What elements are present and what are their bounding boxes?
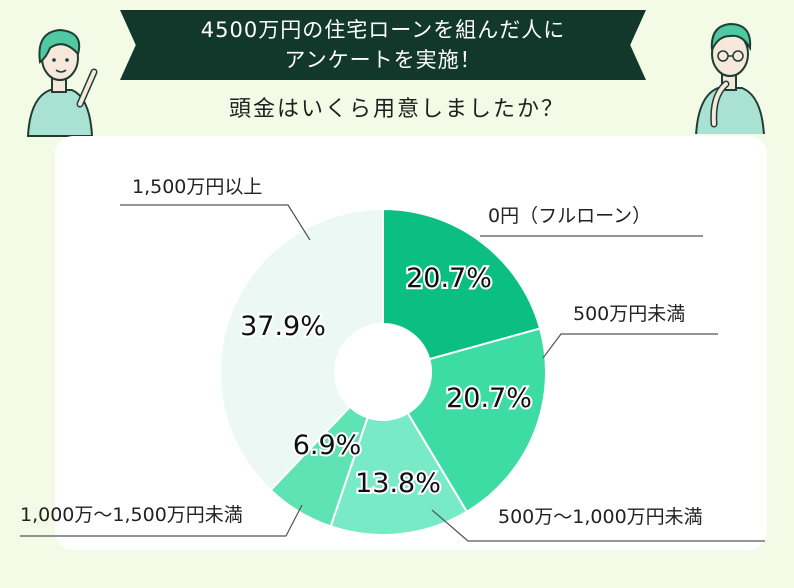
category-label: 1,500万円以上 [132, 176, 262, 198]
value-label: 37.9% [240, 311, 326, 342]
category-label: 500万円未満 [573, 303, 685, 325]
value-label: 20.7% [406, 263, 492, 294]
donut-slice [406, 327, 547, 514]
value-label: 20.7% [446, 383, 532, 414]
survey-question: 頭金はいくら用意しましたか？ [228, 97, 565, 122]
category-label: 1,000万〜1,500万円未満 [20, 504, 243, 526]
donut-slice [382, 207, 542, 361]
leader-line [542, 333, 718, 359]
leader-line [120, 204, 311, 241]
man-thinking-illustration [695, 22, 765, 134]
title-banner: 4500万円の住宅ローンを組んだ人に アンケートを実施！ [120, 10, 646, 80]
category-label: 500万〜1,000万円未満 [498, 506, 703, 528]
donut-slice [219, 207, 384, 492]
leader-line [431, 509, 765, 542]
value-label: 13.8% [355, 468, 441, 499]
donut-slice [329, 411, 469, 536]
leader-line [20, 504, 303, 537]
value-label: 6.9% [293, 430, 362, 461]
woman-pointing-illustration [26, 28, 98, 137]
category-label: 0円（フルローン） [488, 205, 651, 227]
title-line-1: 4500万円の住宅ローンを組んだ人に [200, 18, 566, 42]
title-line-2: アンケートを実施！ [284, 48, 482, 72]
